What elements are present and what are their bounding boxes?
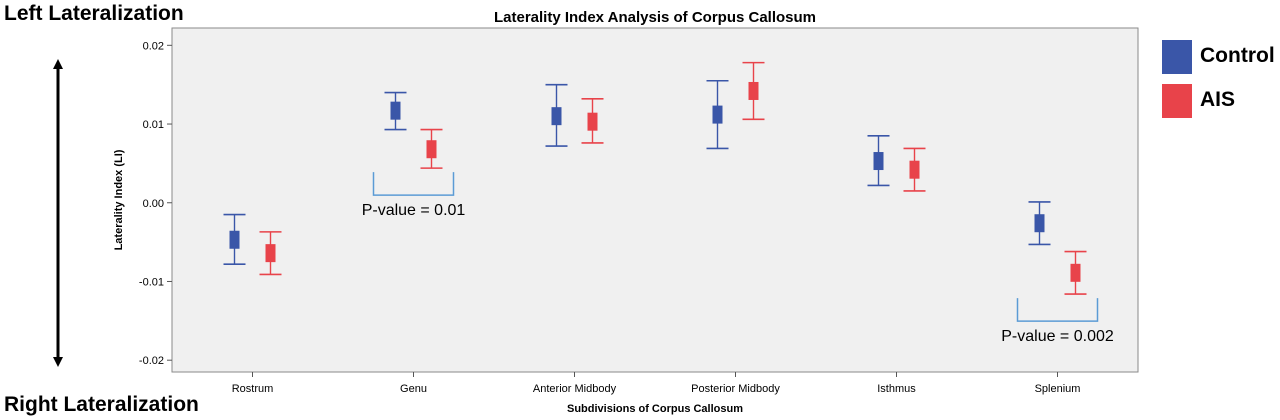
y-tick-label: 0.02: [143, 40, 164, 52]
mean-marker-ais: [587, 112, 598, 131]
significance-bracket: [1016, 298, 1099, 322]
legend-label-ais: AIS: [1200, 88, 1236, 111]
x-tick-label-anterior-midbody: Anterior Midbody: [533, 383, 617, 395]
legend-swatch-ais: [1162, 84, 1192, 118]
legend-swatch-control: [1162, 40, 1192, 74]
errorbar-control-isthmus: [867, 135, 890, 187]
mean-marker-ais: [748, 81, 759, 100]
right-lateralization-label: Right Lateralization: [4, 393, 199, 416]
mean-marker-control: [390, 101, 401, 120]
mean-marker-ais: [1070, 263, 1081, 282]
left-lateralization-label: Left Lateralization: [4, 2, 184, 25]
errorbar-ais-isthmus: [903, 147, 926, 192]
p-value-label: P-value = 0.002: [1001, 328, 1114, 345]
errorbar-control-anterior-midbody: [545, 83, 568, 147]
mean-marker-control: [873, 152, 884, 171]
mean-marker-control: [551, 107, 562, 126]
x-tick-label-rostrum: Rostrum: [232, 383, 274, 395]
x-tick-label-splenium: Splenium: [1035, 383, 1081, 395]
mean-marker-control: [229, 230, 240, 249]
errorbar-control-genu: [384, 91, 407, 131]
errorbar-control-rostrum: [223, 213, 246, 265]
legend-item-control: Control: [1162, 40, 1280, 84]
p-value-annotation-genu: P-value = 0.01: [362, 172, 466, 219]
errorbar-ais-genu: [420, 128, 443, 169]
x-tick-label-posterior-midbody: Posterior Midbody: [691, 383, 780, 395]
legend-label-control: Control: [1200, 44, 1275, 67]
chart-title: Laterality Index Analysis of Corpus Call…: [494, 9, 816, 26]
errorbar-control-splenium: [1028, 201, 1051, 246]
legend-item-ais: AIS: [1162, 84, 1280, 128]
mean-marker-control: [1034, 214, 1045, 233]
p-value-label: P-value = 0.01: [362, 202, 466, 219]
mean-marker-ais: [265, 244, 276, 263]
x-tick-label-isthmus: Isthmus: [877, 383, 916, 395]
plot-area: [171, 27, 1139, 373]
mean-marker-ais: [909, 160, 920, 179]
errorbar-control-posterior-midbody: [706, 79, 729, 150]
x-axis-title: Subdivisions of Corpus Callosum: [567, 403, 743, 415]
legend: Control AIS: [1162, 40, 1280, 128]
errorbar-ais-rostrum: [259, 231, 282, 276]
y-tick-label: -0.02: [139, 355, 164, 367]
p-value-annotation-splenium: P-value = 0.002: [1001, 298, 1114, 345]
y-tick-label: 0.01: [143, 119, 164, 131]
y-axis-title: Laterality Index (LI): [113, 149, 125, 250]
errorbar-ais-anterior-midbody: [581, 98, 604, 144]
y-tick-label: -0.01: [139, 276, 164, 288]
significance-bracket: [372, 172, 455, 196]
y-tick-label: 0.00: [143, 198, 164, 210]
mean-marker-control: [712, 105, 723, 124]
x-tick-label-genu: Genu: [400, 383, 427, 395]
errorbar-ais-posterior-midbody: [742, 61, 765, 121]
errorbar-ais-splenium: [1064, 250, 1087, 295]
mean-marker-ais: [426, 140, 437, 159]
